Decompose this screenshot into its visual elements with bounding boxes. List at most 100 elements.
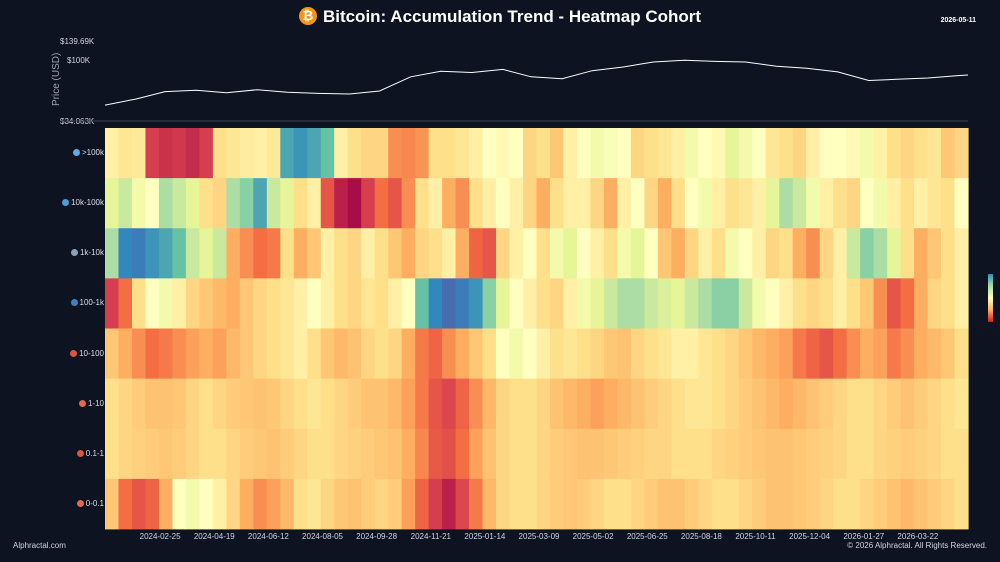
- heatmap-cell: [415, 278, 430, 329]
- heatmap-cell: [145, 428, 160, 480]
- heatmap-cell: [401, 428, 416, 480]
- cohort-label-text: 100-1k: [79, 298, 104, 308]
- heatmap-cell: [684, 128, 699, 179]
- heatmap-cell: [307, 178, 322, 229]
- bitcoin-icon: ₿: [298, 7, 317, 25]
- heatmap-cell: [765, 128, 780, 179]
- heatmap-cell: [698, 278, 713, 329]
- heatmap-cell: [158, 178, 174, 229]
- heatmap-cell: [617, 478, 632, 530]
- heatmap-cell: [226, 428, 241, 480]
- heatmap-cell: [617, 278, 632, 329]
- heatmap-cell: [536, 328, 551, 380]
- heatmap-cell: [779, 178, 794, 229]
- heatmap-cell: [536, 428, 551, 480]
- heatmap-cell: [779, 228, 794, 279]
- heatmap-cell: [657, 378, 672, 430]
- heatmap-cell: [185, 278, 200, 329]
- heatmap-cell: [347, 228, 362, 279]
- x-tick-label: 2025-06-25: [626, 532, 668, 541]
- heatmap-cell: [941, 278, 956, 329]
- heatmap-cell: [941, 428, 956, 480]
- heatmap-cell: [846, 228, 861, 279]
- heatmap-cell: [549, 328, 565, 380]
- heatmap-cell: [630, 478, 645, 530]
- heatmap-cell: [792, 228, 807, 279]
- x-tick-label: 2024-06-12: [247, 532, 289, 541]
- heatmap-cell: [415, 378, 430, 430]
- heatmap-cell: [226, 128, 241, 179]
- heatmap-cell: [873, 278, 888, 329]
- heatmap-cell: [860, 478, 875, 530]
- heatmap-cell: [199, 228, 214, 279]
- heatmap-cell: [887, 228, 902, 279]
- heatmap-cell: [401, 128, 416, 179]
- heatmap-cell: [293, 328, 308, 380]
- heatmap-cell: [887, 178, 902, 229]
- heatmap-cell: [576, 228, 592, 279]
- heatmap-cell: [779, 478, 794, 530]
- heatmap-cell: [172, 378, 187, 430]
- heatmap-cell: [307, 128, 322, 179]
- cohort-label-text: 10-100: [79, 348, 104, 358]
- heatmap-cell: [428, 428, 443, 480]
- heatmap-cell: [105, 278, 120, 329]
- heatmap-cell: [199, 478, 214, 530]
- heatmap-cell: [239, 428, 254, 480]
- heatmap-cell: [496, 478, 511, 530]
- heatmap-cell: [347, 178, 362, 229]
- heatmap-cell: [280, 428, 295, 480]
- heatmap-cell: [293, 128, 308, 179]
- heatmap-cell: [415, 228, 430, 279]
- heatmap-cell: [469, 378, 484, 430]
- heatmap-cell: [428, 228, 443, 279]
- heatmap-cell: [509, 278, 524, 329]
- heatmap-cell: [860, 378, 875, 430]
- heatmap-cell: [172, 178, 187, 229]
- heatmap-cell: [630, 328, 645, 380]
- heatmap-cell: [954, 478, 969, 530]
- heatmap-cell: [158, 378, 174, 430]
- heatmap-cell: [523, 128, 538, 179]
- heatmap-cell: [401, 378, 416, 430]
- heatmap-cell: [280, 228, 295, 279]
- heatmap-cell: [455, 428, 470, 480]
- heatmap-cell: [199, 278, 214, 329]
- heatmap-cell: [280, 128, 295, 179]
- x-tick-label: 2025-03-09: [518, 532, 560, 541]
- heatmap-cell: [563, 228, 578, 279]
- heatmap-cell: [428, 378, 443, 430]
- heatmap-cell: [105, 128, 120, 179]
- heatmap-cell: [549, 278, 565, 329]
- heatmap-cell: [320, 178, 335, 229]
- heatmap-cell: [576, 128, 592, 179]
- x-tick-label: 2026-03-22: [897, 532, 939, 541]
- heatmap-cell: [293, 378, 308, 430]
- cohort-label-text: 0-0.1: [85, 498, 104, 508]
- heatmap-cell: [846, 178, 861, 229]
- heatmap-cell: [496, 178, 511, 229]
- heatmap-cell: [644, 428, 659, 480]
- heatmap-cell: [846, 478, 861, 530]
- heatmap-cell: [105, 478, 120, 530]
- heatmap-cell: [509, 428, 524, 480]
- heatmap-cell: [549, 428, 565, 480]
- heatmap-cell: [185, 428, 200, 480]
- heatmap-cell: [941, 128, 956, 179]
- heatmap-cell: [671, 378, 686, 430]
- heatmap-cell: [954, 178, 969, 229]
- heatmap-cell: [469, 228, 484, 279]
- x-tick-label: 2024-11-21: [410, 532, 451, 541]
- heatmap-cell: [927, 128, 942, 179]
- heatmap-cell: [253, 178, 268, 229]
- heatmap-cell: [684, 378, 699, 430]
- heatmap-cell: [361, 478, 376, 530]
- heatmap-cell: [630, 178, 645, 229]
- heatmap-cell: [361, 428, 376, 480]
- heatmap-cell: [590, 278, 605, 329]
- heatmap-cell: [792, 378, 807, 430]
- heatmap-cell: [684, 228, 699, 279]
- footer-copyright: © 2026 Alphractal. All Rights Reserved.: [847, 541, 987, 550]
- heatmap-cell: [536, 178, 551, 229]
- heatmap-cell: [860, 428, 875, 480]
